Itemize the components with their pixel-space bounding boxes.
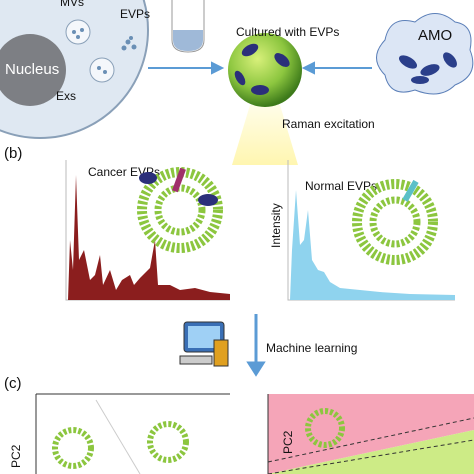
label: MVs — [60, 0, 84, 9]
computer-icon — [179, 321, 229, 367]
test-tube — [171, 0, 205, 53]
label: Machine learning — [266, 341, 357, 355]
beam — [232, 105, 298, 165]
axis-label: PC2 — [281, 430, 295, 454]
label: EVPs — [120, 7, 150, 21]
nanoparticle — [228, 33, 302, 107]
pca-plot — [267, 394, 474, 474]
normal-spectrum — [287, 160, 455, 301]
arrow — [246, 314, 266, 377]
label: Normal EVPs — [305, 179, 377, 193]
panel-label: (c) — [4, 375, 22, 392]
panel-label: (b) — [4, 145, 22, 162]
vesicle — [352, 179, 438, 265]
label: Nucleus — [5, 61, 59, 78]
label: Raman excitation — [282, 117, 375, 131]
vesicle — [137, 167, 223, 253]
axis-label: PC2 — [9, 444, 23, 468]
label: AMO — [418, 27, 452, 44]
cancer-spectrum — [65, 160, 230, 301]
cell — [0, 0, 149, 139]
arrow — [148, 61, 372, 75]
axis-label: Intensity — [269, 203, 283, 248]
label: Exs — [56, 89, 76, 103]
amo-cloud — [376, 13, 474, 95]
pca-plot — [35, 393, 230, 474]
label: Cultured with EVPs — [236, 25, 339, 39]
